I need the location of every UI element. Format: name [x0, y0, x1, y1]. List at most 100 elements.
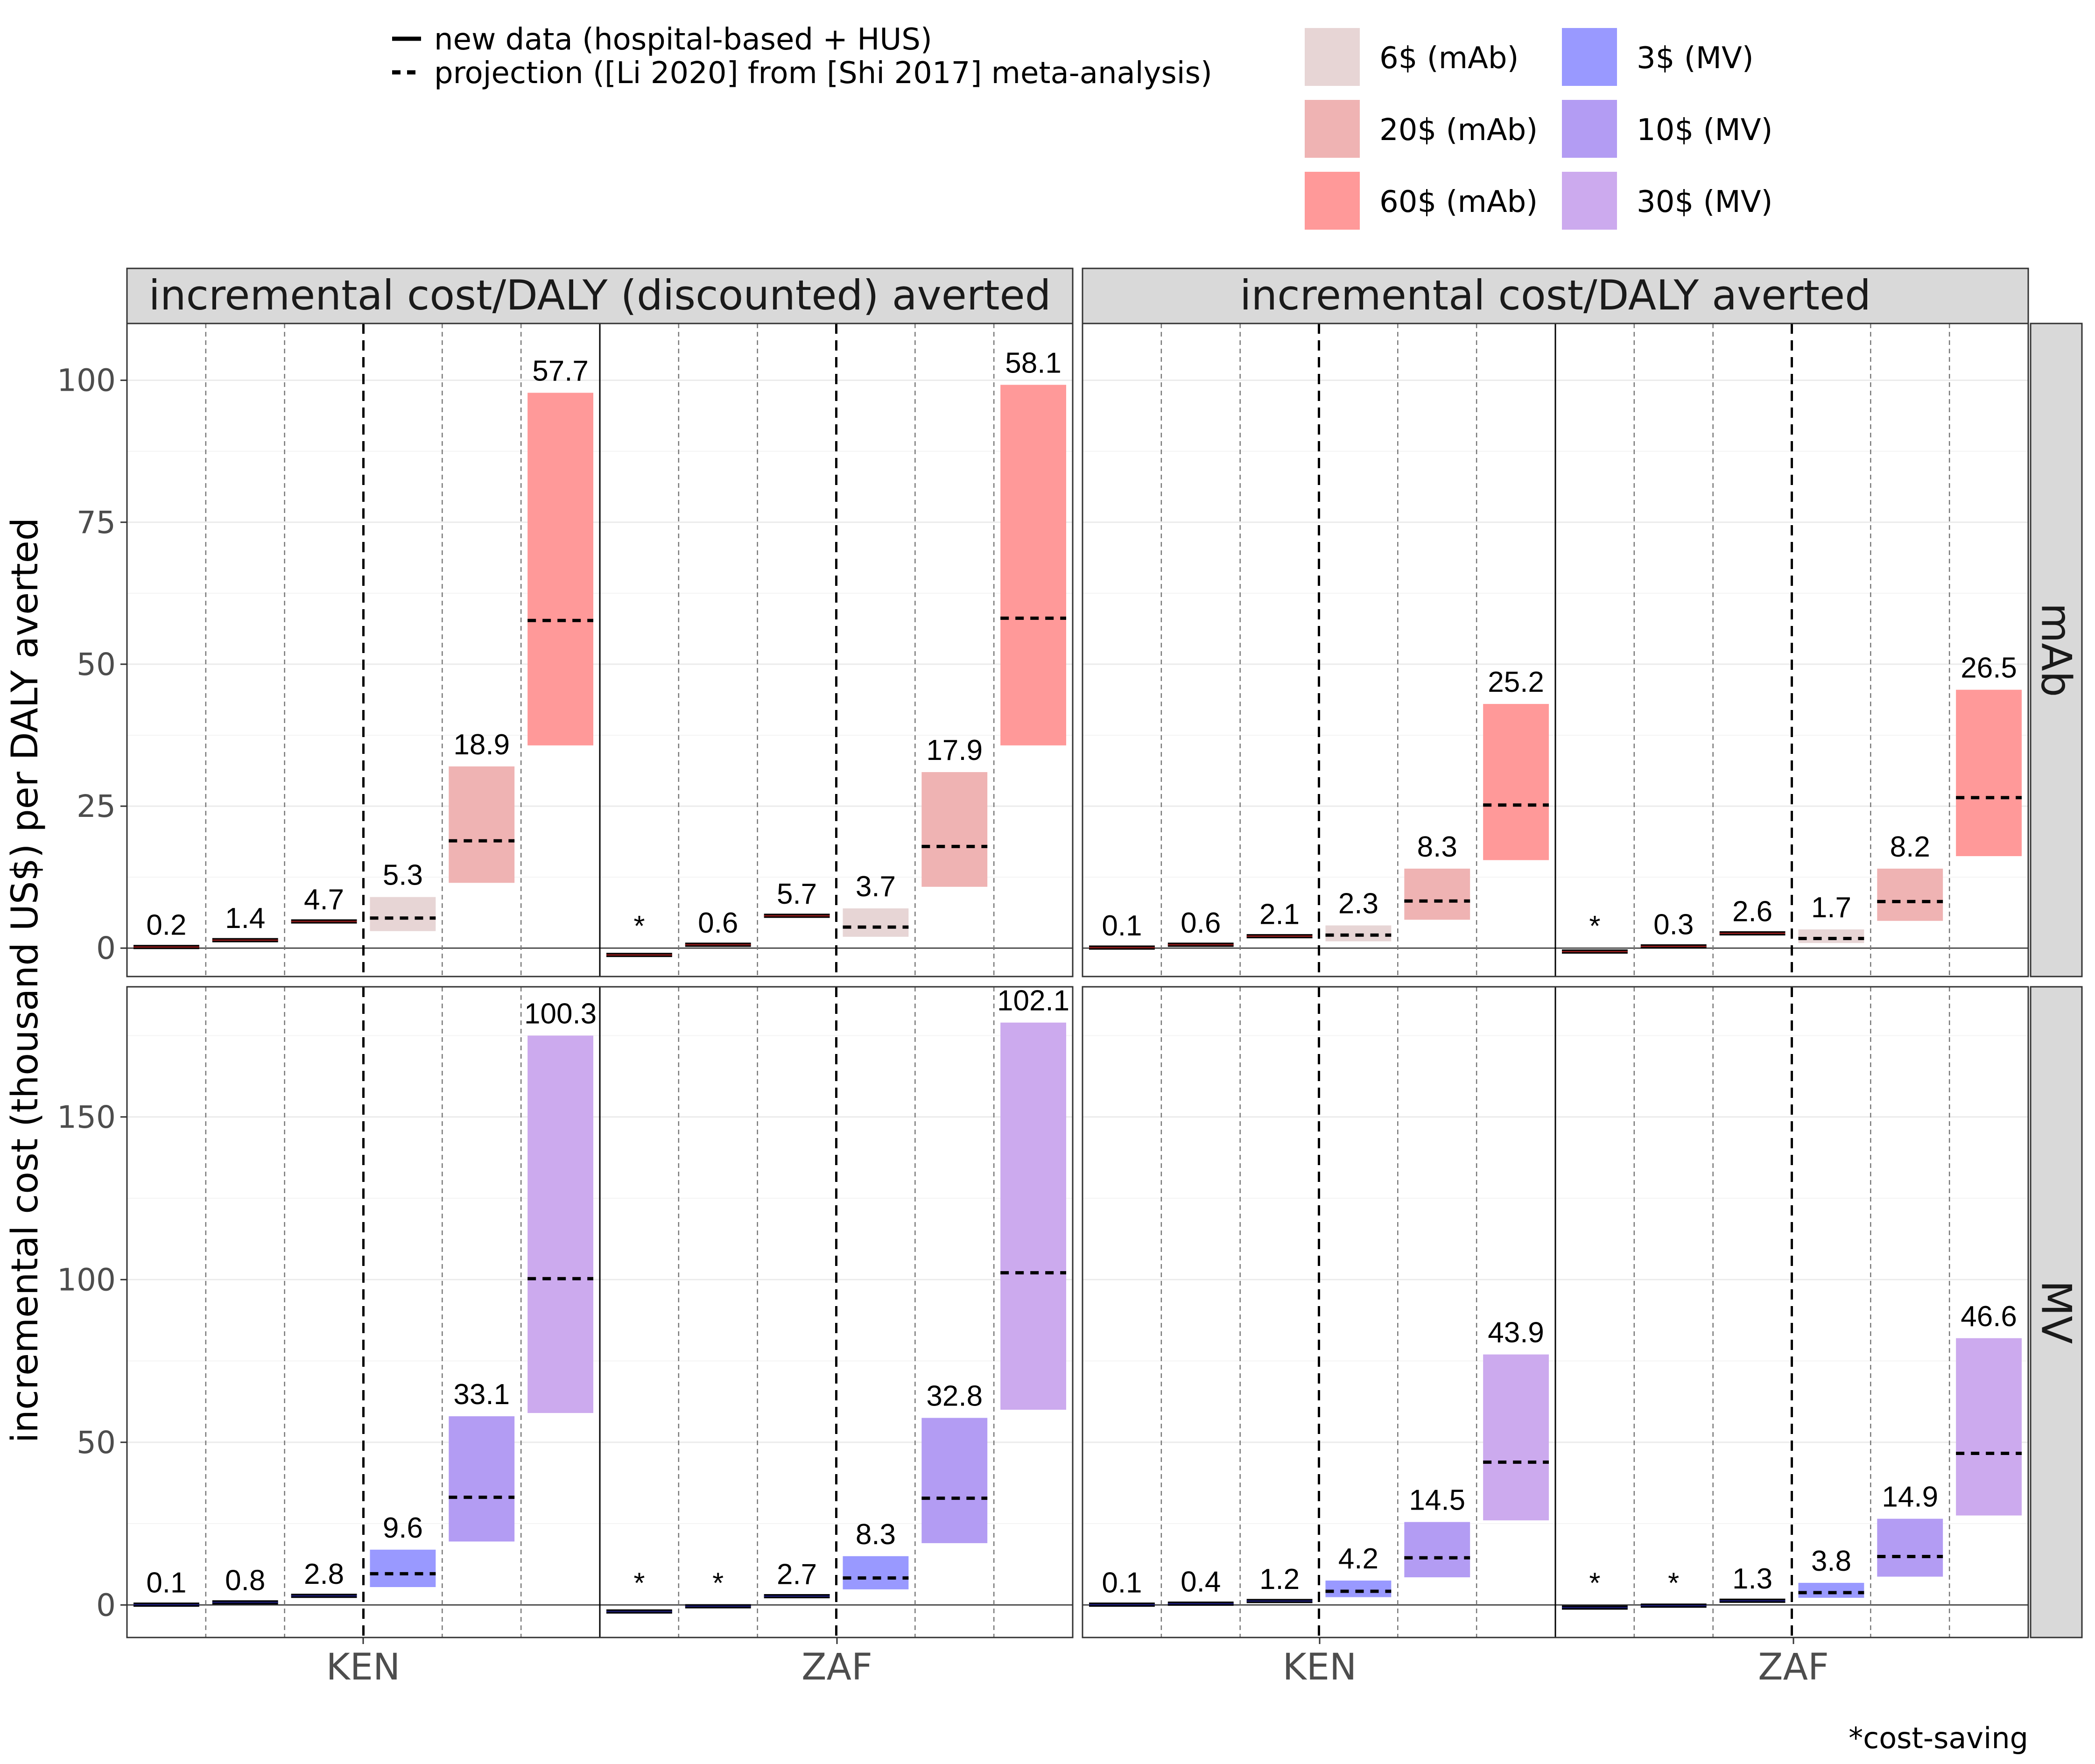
- range-bar-ken-5: [1483, 1354, 1549, 1521]
- value-label-ken-3: 9.6: [383, 1512, 423, 1544]
- legend-swatch-1: [1305, 100, 1360, 158]
- y-tick-label: 150: [57, 1099, 116, 1135]
- fill-color-legend: 6$ (mAb) 20$ (mAb) 60$ (mAb) 3$ (MV) 10$ (MV…: [1305, 28, 1772, 230]
- range-bar-ken-5: [1483, 704, 1549, 860]
- column-strip-label-0: incremental cost/DALY (discounted) avert…: [148, 271, 1051, 319]
- panel-border: [1082, 986, 2029, 1638]
- value-label-ken-1: 0.8: [225, 1565, 265, 1597]
- legend-label-5: 30$ (MV): [1637, 185, 1772, 219]
- panel-border: [1082, 323, 2029, 977]
- value-label-ken-3: 5.3: [383, 859, 423, 892]
- y-tick-label: 75: [77, 505, 116, 541]
- value-label-zaf-4: 32.8: [926, 1380, 983, 1413]
- value-label-zaf-2: 5.7: [777, 878, 817, 910]
- value-label-ken-0: 0.2: [146, 909, 186, 942]
- value-label-zaf-0: *: [633, 1567, 645, 1599]
- value-label-zaf-5: 46.6: [1961, 1300, 2017, 1333]
- value-label-ken-4: 8.3: [1417, 831, 1457, 863]
- range-bar-zaf-4: [1877, 868, 1943, 921]
- legend-swatch-3: [1562, 28, 1617, 86]
- value-label-zaf-1: *: [712, 1567, 724, 1599]
- panel-MV-1: 0.1 0.4 1.2 4.2 14.5 43.9 * * 1.3 3.8 14.9 46.6: [1082, 986, 2029, 1638]
- range-bar-zaf-3: [1798, 1582, 1864, 1598]
- value-label-ken-2: 1.2: [1259, 1563, 1300, 1595]
- value-label-ken-1: 0.4: [1181, 1566, 1221, 1598]
- x-tick-zaf-right: ZAF: [1758, 1646, 1829, 1688]
- legend-label-0: 6$ (mAb): [1379, 41, 1519, 76]
- value-label-zaf-3: 1.7: [1811, 892, 1851, 924]
- value-label-zaf-0: *: [1589, 910, 1600, 942]
- range-bar-zaf-5: [1956, 689, 2022, 857]
- value-label-ken-4: 14.5: [1409, 1484, 1465, 1517]
- value-label-zaf-3: 3.8: [1811, 1545, 1851, 1577]
- y-tick-label: 0: [96, 1587, 116, 1623]
- value-label-zaf-3: 8.3: [856, 1518, 896, 1551]
- value-label-ken-5: 57.7: [532, 355, 589, 387]
- column-strip-1: [1082, 267, 2029, 324]
- legend-label-3: 3$ (MV): [1637, 41, 1754, 76]
- range-bar-zaf-3: [843, 908, 909, 937]
- range-bar-ken-3: [370, 897, 436, 931]
- legend-label-4: 10$ (MV): [1637, 113, 1772, 148]
- value-label-zaf-2: 2.7: [777, 1558, 817, 1590]
- y-tick-label: 50: [77, 647, 116, 682]
- legend-label-1: 20$ (mAb): [1379, 113, 1538, 148]
- legend-swatch-4: [1562, 100, 1617, 158]
- value-label-zaf-3: 3.7: [856, 871, 896, 903]
- y-tick-label: 100: [57, 1262, 116, 1298]
- range-bar-ken-3: [1325, 1581, 1392, 1597]
- range-bar-ken-4: [449, 766, 515, 883]
- value-label-zaf-2: 2.6: [1732, 896, 1772, 928]
- x-tick-ken-left: KEN: [326, 1646, 401, 1688]
- y-tick-label: 50: [77, 1425, 116, 1461]
- range-bar-ken-4: [449, 1416, 515, 1542]
- value-label-ken-5: 43.9: [1488, 1317, 1544, 1349]
- value-label-ken-3: 4.2: [1338, 1543, 1378, 1575]
- value-label-zaf-5: 26.5: [1961, 652, 2017, 684]
- line-style-legend: new data (hospital-based + HUS) projecti…: [392, 22, 1212, 91]
- range-bar-zaf-4: [1877, 1518, 1943, 1577]
- facet-panels: incremental cost/DALY (discounted) avert…: [57, 267, 2083, 1644]
- range-bar-zaf-5: [1956, 1338, 2022, 1516]
- value-label-zaf-0: *: [633, 910, 645, 942]
- value-label-zaf-5: 58.1: [1005, 347, 1062, 379]
- value-label-ken-0: 0.1: [1102, 1567, 1142, 1599]
- value-label-ken-5: 25.2: [1488, 666, 1544, 698]
- value-label-ken-1: 0.6: [1181, 907, 1221, 939]
- panel-mAb-0: 0.2 1.4 4.7 5.3 18.9 57.7 * 0.6 5.7 3.7 17.9 58.1: [126, 323, 1074, 977]
- legend-swatch-5: [1562, 172, 1617, 230]
- row-strip-1: [2030, 986, 2083, 1638]
- legend-solid-line-label: new data (hospital-based + HUS): [434, 22, 932, 57]
- panel-MV-0: 0.1 0.8 2.8 9.6 33.1 100.3 * * 2.7 8.3 32.8 102.1: [126, 985, 1074, 1638]
- range-bar-zaf-4: [921, 1418, 988, 1543]
- value-label-ken-3: 2.3: [1338, 888, 1378, 920]
- legend-swatch-2: [1305, 172, 1360, 230]
- value-label-zaf-2: 1.3: [1732, 1563, 1772, 1595]
- value-label-zaf-4: 17.9: [926, 734, 983, 766]
- value-label-ken-1: 1.4: [225, 902, 265, 935]
- range-bar-ken-4: [1404, 868, 1470, 920]
- row-strip-0: [2030, 323, 2083, 977]
- panel-mAb-1: 0.1 0.6 2.1 2.3 8.3 25.2 * 0.3 2.6 1.7 8.2 26.5: [1082, 323, 2029, 977]
- row-strip-label-0: mAb: [2032, 603, 2081, 697]
- panel-border: [126, 323, 1074, 977]
- y-axis-label: incremental cost (thousand US$) per DALY…: [4, 518, 46, 1443]
- value-label-zaf-5: 102.1: [997, 985, 1069, 1017]
- range-bar-ken-5: [527, 393, 593, 745]
- range-bar-zaf-4: [921, 772, 988, 887]
- value-label-ken-0: 0.1: [1102, 910, 1142, 942]
- y-tick-label: 0: [96, 930, 116, 966]
- value-label-zaf-4: 8.2: [1890, 831, 1930, 863]
- range-bar-ken-4: [1404, 1522, 1470, 1578]
- x-tick-zaf-left: ZAF: [801, 1646, 872, 1688]
- range-bar-ken-3: [1325, 925, 1392, 942]
- value-label-ken-2: 2.1: [1259, 899, 1300, 931]
- legend-dashed-line-label: projection ([Li 2020] from [Shi 2017] me…: [434, 56, 1212, 91]
- row-strip-label-1: MV: [2032, 1280, 2081, 1344]
- range-bar-zaf-5: [1000, 385, 1066, 745]
- column-strip-label-1: incremental cost/DALY averted: [1240, 271, 1871, 319]
- value-label-zaf-4: 14.9: [1882, 1481, 1938, 1513]
- footnote-cost-saving: *cost-saving: [1849, 1721, 2028, 1755]
- legend-swatch-0: [1305, 28, 1360, 86]
